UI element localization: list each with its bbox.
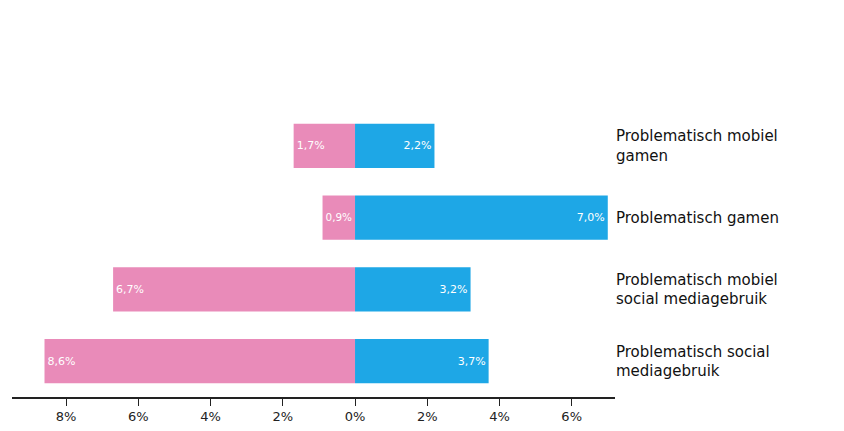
svg-text:2,2%: 2,2% [404,139,432,152]
svg-text:4%: 4% [200,409,221,424]
svg-text:Problematisch mobielsocial med: Problematisch mobielsocial mediagebruik [616,271,778,309]
svg-text:6,7%: 6,7% [116,283,144,296]
svg-text:1,7%: 1,7% [297,139,325,152]
svg-text:6%: 6% [128,409,149,424]
svg-text:3,2%: 3,2% [440,283,468,296]
svg-text:7,0%: 7,0% [577,211,605,224]
svg-text:8,6%: 8,6% [48,355,76,368]
svg-text:Problematisch gamen: Problematisch gamen [616,209,779,227]
svg-text:Problematisch mobielgamen: Problematisch mobielgamen [616,127,778,165]
svg-text:4%: 4% [489,409,510,424]
svg-text:2%: 2% [272,409,293,424]
svg-text:0%: 0% [345,409,366,424]
svg-text:2%: 2% [417,409,438,424]
svg-text:8%: 8% [56,409,77,424]
svg-text:3,7%: 3,7% [458,355,486,368]
svg-text:6%: 6% [561,409,582,424]
svg-text:0,9%: 0,9% [326,211,353,223]
svg-text:Problematisch socialmediagebru: Problematisch socialmediagebruik [616,343,770,381]
